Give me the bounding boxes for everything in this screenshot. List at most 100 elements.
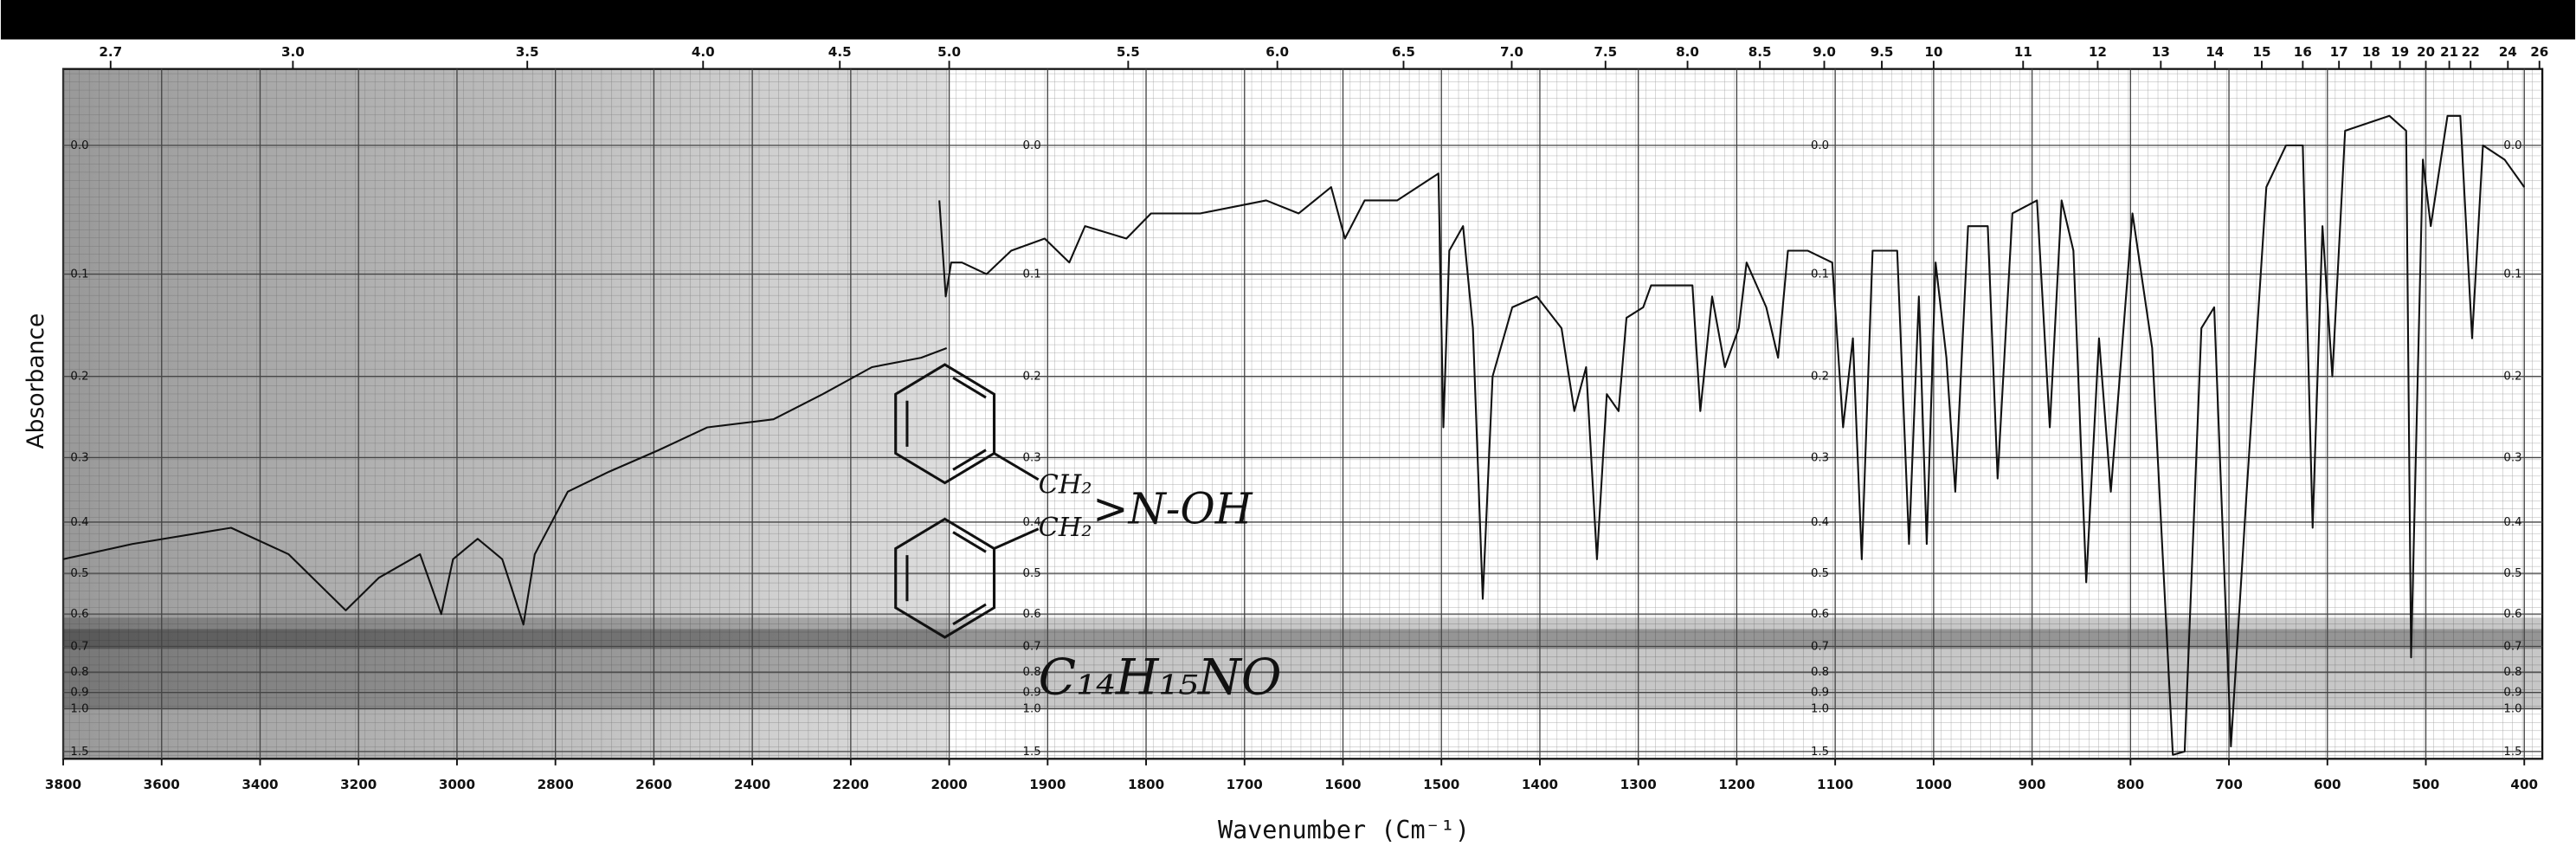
y-tick-label: 0.4 — [2503, 516, 2521, 529]
y-tick-label: 0.8 — [1811, 666, 1829, 679]
y-tick-label: 0.6 — [70, 608, 88, 621]
shading — [63, 629, 2543, 649]
x2-tick-label: 11 — [2014, 44, 2032, 60]
shading — [63, 68, 949, 759]
x2-tick-label: 14 — [2206, 44, 2224, 60]
x2-tick-label: 13 — [2152, 44, 2170, 60]
x2-tick-label: 5.5 — [1117, 44, 1140, 60]
x2-tick-label: 20 — [2417, 44, 2435, 60]
y-tick-label: 0.7 — [2503, 640, 2521, 653]
x2-tick-label: 3.5 — [516, 44, 539, 60]
x2-tick-label: 22 — [2462, 44, 2480, 60]
x2-tick-label: 6.0 — [1265, 44, 1289, 60]
y-tick-label: 0.2 — [1023, 371, 1041, 384]
x2-tick-label: 4.5 — [828, 44, 852, 60]
x-tick-label: 500 — [2412, 777, 2440, 792]
y-tick-label: 0.5 — [2503, 567, 2521, 580]
x-tick-label: 3600 — [144, 777, 180, 792]
x2-tick-label: 4.0 — [692, 44, 715, 60]
x2-tick-label: 17 — [2330, 44, 2348, 60]
y-tick-label: 0.2 — [70, 371, 88, 384]
x2-tick-label: 7.5 — [1594, 44, 1617, 60]
x2-tick-label: 16 — [2294, 44, 2312, 60]
y-tick-label: 0.8 — [1023, 666, 1041, 679]
x2-tick-label: 8.5 — [1748, 44, 1772, 60]
x-tick-label: 700 — [2215, 777, 2243, 792]
x2-tick-label: 21 — [2440, 44, 2458, 60]
x2-tick-label: 9.0 — [1813, 44, 1836, 60]
x-tick-label: 1900 — [1029, 777, 1066, 792]
y-tick-label: 0.2 — [2503, 371, 2521, 384]
y-tick-label: 0.5 — [1023, 567, 1041, 580]
x2-tick-label: 3.0 — [281, 44, 305, 60]
annotation: CH₂ — [1039, 469, 1092, 500]
x2-tick-label: 12 — [2089, 44, 2107, 60]
x2-tick-label: 24 — [2499, 44, 2517, 60]
x-axis-title: Wavenumber (Cm⁻¹) — [1218, 816, 1470, 844]
annotation: CH₂ — [1039, 513, 1092, 543]
x-tick-label: 400 — [2510, 777, 2538, 792]
y-tick-label: 0.0 — [1023, 139, 1041, 152]
x2-tick-label: 19 — [2391, 44, 2409, 60]
x-tick-label: 2400 — [734, 777, 770, 792]
y-tick-label: 0.3 — [1811, 451, 1829, 464]
x2-tick-label: 18 — [2362, 44, 2380, 60]
x-tick-label: 600 — [2314, 777, 2341, 792]
y-tick-label: 1.5 — [2503, 746, 2521, 759]
x2-tick-label: 8.0 — [1676, 44, 1699, 60]
y-tick-label: 0.1 — [70, 268, 88, 281]
x2-tick-label: 9.5 — [1871, 44, 1894, 60]
y-tick-label: 0.7 — [1811, 640, 1829, 653]
y-tick-label: 0.8 — [70, 666, 88, 679]
y-tick-label: 0.6 — [1023, 608, 1041, 621]
annotation: >N-OH — [1092, 483, 1253, 533]
x2-tick-label: 10 — [1924, 44, 1942, 60]
top-band — [0, 0, 2576, 40]
y-tick-label: 0.9 — [2503, 687, 2521, 700]
x-tick-label: 1700 — [1227, 777, 1263, 792]
y-tick-label: 1.0 — [1023, 702, 1041, 715]
y-tick-label: 0.1 — [2503, 268, 2521, 281]
x-tick-label: 1300 — [1620, 777, 1657, 792]
y-tick-label: 0.7 — [70, 640, 88, 653]
y-tick-label: 0.9 — [1811, 687, 1829, 700]
x-tick-label: 2000 — [931, 777, 967, 792]
x-tick-label: 1800 — [1128, 777, 1164, 792]
y-tick-label: 0.5 — [70, 567, 88, 580]
x-tick-label: 900 — [2019, 777, 2046, 792]
y-tick-label: 1.0 — [1811, 702, 1829, 715]
x-tick-label: 1100 — [1817, 777, 1853, 792]
x2-tick-label: 26 — [2530, 44, 2548, 60]
x-tick-label: 3200 — [340, 777, 377, 792]
y-tick-label: 0.0 — [1811, 139, 1829, 152]
x2-tick-label: 15 — [2252, 44, 2270, 60]
y-tick-label: 1.0 — [70, 702, 88, 715]
y-tick-label: 0.5 — [1811, 567, 1829, 580]
y-tick-label: 0.9 — [70, 687, 88, 700]
x-tick-label: 3800 — [45, 777, 81, 792]
annotation: C₁₄H₁₅NO — [1039, 649, 1282, 707]
y-tick-label: 1.5 — [70, 746, 88, 759]
x-tick-label: 1600 — [1324, 777, 1361, 792]
y-tick-label: 0.3 — [2503, 451, 2521, 464]
x-tick-label: 2800 — [538, 777, 574, 792]
y-tick-label: 0.1 — [1811, 268, 1829, 281]
x-tick-label: 3000 — [439, 777, 475, 792]
plot-area — [61, 68, 2544, 760]
y-tick-label: 0.6 — [2503, 608, 2521, 621]
x-tick-label: 1400 — [1522, 777, 1558, 792]
y-tick-label: 0.0 — [2503, 139, 2521, 152]
structure-drawing — [894, 363, 1040, 639]
y-tick-label: 0.0 — [70, 139, 88, 152]
x-tick-label: 3400 — [242, 777, 278, 792]
x-tick-label: 1000 — [1916, 777, 1952, 792]
x2-tick-label: 2.7 — [99, 44, 122, 60]
y-tick-label: 0.3 — [1023, 451, 1041, 464]
x2-tick-label: 6.5 — [1392, 44, 1415, 60]
x-tick-label: 1200 — [1718, 777, 1755, 792]
spectrum-line — [62, 114, 2526, 756]
x2-tick-label: 7.0 — [1500, 44, 1523, 60]
x-tick-label: 2200 — [833, 777, 869, 792]
y-tick-label: 0.4 — [70, 516, 88, 529]
